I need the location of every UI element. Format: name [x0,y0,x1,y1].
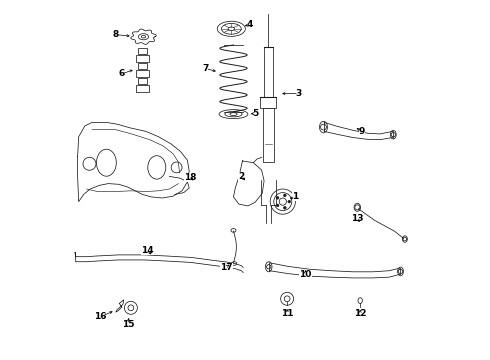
Text: 2: 2 [238,172,245,181]
Text: 1: 1 [292,192,298,201]
Circle shape [288,200,291,203]
Text: 6: 6 [119,69,125,78]
Text: 7: 7 [202,64,209,73]
Circle shape [283,194,286,197]
Text: 17: 17 [220,263,233,271]
FancyBboxPatch shape [136,71,149,77]
FancyBboxPatch shape [138,48,147,54]
FancyBboxPatch shape [138,78,147,84]
FancyBboxPatch shape [263,108,274,162]
Text: 14: 14 [142,246,154,255]
Text: 11: 11 [281,309,294,318]
Text: 10: 10 [299,270,312,279]
Text: 3: 3 [296,89,302,98]
Text: 16: 16 [94,312,106,321]
FancyBboxPatch shape [261,97,276,108]
Circle shape [276,204,279,207]
Text: 12: 12 [354,309,367,318]
Text: 18: 18 [184,173,196,181]
FancyBboxPatch shape [136,85,149,92]
Text: 9: 9 [359,127,365,136]
FancyBboxPatch shape [264,47,273,97]
Circle shape [283,206,286,209]
FancyBboxPatch shape [138,63,147,69]
FancyBboxPatch shape [136,55,149,62]
Circle shape [276,196,279,199]
Text: 15: 15 [122,320,134,329]
Text: 8: 8 [112,30,119,39]
Text: 13: 13 [351,214,364,223]
Text: 4: 4 [246,20,252,29]
Text: 5: 5 [253,109,259,118]
